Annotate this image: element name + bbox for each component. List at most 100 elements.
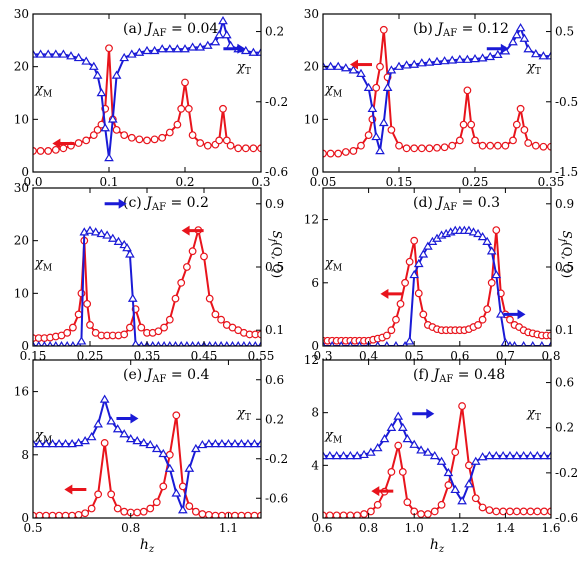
data-point (485, 506, 494, 515)
y-left-tick-label: 0 (311, 511, 319, 525)
data-point (158, 133, 167, 142)
data-point (149, 45, 160, 55)
y-left-tick-label: 4 (311, 458, 319, 472)
data-point (139, 507, 148, 516)
y-left-tick-label: 30 (14, 7, 29, 21)
data-point (401, 278, 409, 287)
data-point (471, 136, 479, 145)
x-tick-label: 0.2 (175, 175, 194, 189)
data-point (203, 141, 212, 150)
data-point (191, 507, 200, 516)
data-point (524, 139, 533, 147)
y-left-tick-label: 0 (21, 511, 29, 525)
data-point (63, 328, 72, 337)
data-point (498, 450, 508, 460)
data-point (113, 236, 124, 245)
data-point (473, 228, 483, 238)
data-point (416, 58, 427, 67)
data-point (99, 394, 110, 403)
data-point (404, 336, 415, 345)
data-point (51, 145, 60, 154)
data-point (187, 42, 198, 51)
y-left-tick-label: 12 (304, 353, 319, 367)
plot-frame (322, 13, 552, 173)
data-point (387, 326, 396, 335)
data-point (188, 131, 197, 140)
y-left-tick-label: 20 (14, 234, 29, 248)
data-point (417, 510, 425, 518)
data-point (394, 61, 404, 70)
data-point (409, 269, 420, 279)
x-tick-label: 1.0 (405, 521, 424, 535)
data-point (371, 131, 382, 141)
data-point (440, 143, 449, 152)
data-point (359, 449, 369, 459)
data-point (138, 437, 149, 447)
data-point (195, 42, 206, 51)
data-point (410, 236, 419, 245)
data-point (397, 422, 408, 431)
data-point (173, 120, 182, 129)
data-point (530, 49, 541, 58)
data-point (81, 509, 90, 518)
data-point (520, 125, 529, 134)
y-left-label: χM (324, 82, 342, 99)
data-point (96, 228, 107, 238)
data-point (86, 321, 94, 329)
data-point (41, 438, 51, 448)
y-right-tick-label: -0.6 (265, 491, 288, 505)
data-point (86, 432, 97, 441)
data-point (468, 227, 479, 236)
data-point (349, 147, 358, 155)
data-point (180, 44, 190, 53)
data-point (181, 78, 189, 87)
data-point (333, 61, 344, 70)
data-point (540, 507, 549, 516)
data-point (143, 136, 151, 145)
data-point (477, 231, 488, 241)
data-point (210, 438, 221, 448)
panel-title: (b) JAF = 0.12 (413, 21, 509, 39)
data-point (425, 144, 434, 153)
data-point (454, 54, 465, 63)
data-point (102, 230, 112, 239)
data-point (134, 47, 145, 56)
arrow-head (118, 198, 127, 209)
data-point (352, 450, 363, 460)
data-point (171, 488, 182, 497)
y-right-tick-label: 0.2 (265, 412, 284, 426)
data-point (493, 141, 502, 150)
data-point (533, 507, 542, 516)
data-point (410, 144, 419, 153)
y-right-tick-label: -1.5 (555, 165, 578, 179)
data-point (373, 500, 382, 509)
data-point (486, 246, 497, 255)
x-tick-label: 1.2 (450, 521, 469, 535)
series-left (323, 402, 551, 518)
data-point (372, 443, 383, 452)
data-point (107, 490, 116, 499)
data-point (367, 103, 378, 113)
data-point (88, 61, 99, 70)
y-left-tick-label: 0 (311, 339, 319, 353)
data-point (135, 135, 144, 144)
data-point (44, 147, 53, 155)
data-point (81, 56, 92, 65)
data-point (423, 510, 432, 518)
data-point (182, 263, 191, 271)
data-point (210, 37, 221, 46)
data-point (211, 310, 220, 319)
data-point (450, 484, 461, 494)
data-point (125, 434, 136, 443)
data-point (202, 40, 213, 49)
data-point (477, 53, 488, 62)
y-right-tick-label: -0.2 (555, 466, 578, 480)
plot-frame (32, 359, 262, 519)
data-point (512, 120, 521, 129)
data-point (532, 450, 543, 460)
data-point (43, 49, 54, 58)
data-point (482, 236, 493, 245)
data-point (257, 330, 261, 339)
x-axis-label: hz (140, 537, 155, 555)
data-point (366, 507, 375, 516)
